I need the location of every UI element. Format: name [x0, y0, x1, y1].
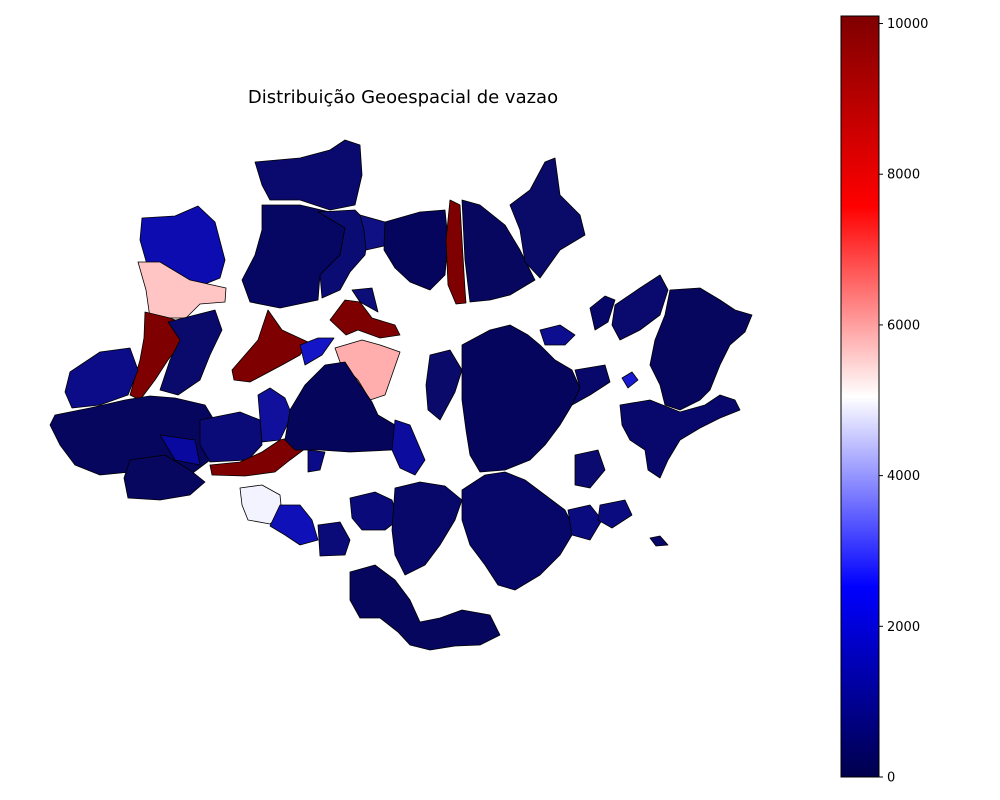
map-region [649, 287, 753, 411]
map-region [461, 199, 536, 303]
map-region [299, 337, 335, 366]
map-region [64, 347, 139, 409]
colorbar-tick-label: 8000 [887, 168, 920, 183]
map-region [159, 434, 201, 466]
map-region [269, 504, 319, 546]
map-region [461, 324, 581, 473]
map-region [649, 535, 669, 547]
map-region [425, 349, 463, 421]
colorbar-gradient [840, 15, 880, 778]
map-region [254, 139, 363, 211]
map-region [445, 199, 467, 305]
map-region [159, 309, 223, 396]
map-region [349, 564, 501, 651]
map-region [383, 209, 449, 291]
map-region [461, 471, 576, 591]
map-region [349, 491, 399, 531]
map-region [199, 411, 263, 463]
map-region [391, 419, 426, 476]
map-region [307, 449, 326, 473]
map-region [329, 299, 401, 339]
map-region [284, 361, 396, 453]
map-region [621, 371, 639, 389]
map-region [317, 521, 351, 557]
colorbar-tick-label: 2000 [887, 620, 920, 635]
map-title: Distribuição Geoespacial de vazao [247, 87, 559, 108]
map-region [597, 499, 633, 529]
colorbar-tick-label: 10000 [887, 17, 928, 32]
colorbar-tick-label: 6000 [887, 318, 920, 333]
colorbar-tick-label: 4000 [887, 469, 920, 484]
map-region [137, 261, 227, 319]
map-region [351, 287, 379, 313]
map-region [589, 295, 616, 331]
map-regions [49, 139, 753, 651]
colorbar-tick-label: 0 [887, 771, 895, 786]
map-region [509, 157, 586, 279]
map-region [359, 214, 386, 251]
map-region [567, 504, 603, 541]
map-region [571, 364, 611, 406]
map-region [539, 324, 576, 346]
map-region [619, 394, 741, 479]
map-region [611, 274, 669, 341]
map-region [123, 454, 206, 501]
colorbar-ticks: 0 2000 4000 6000 8000 10000 [879, 17, 928, 786]
map-region [574, 449, 606, 489]
map-region [391, 481, 463, 576]
